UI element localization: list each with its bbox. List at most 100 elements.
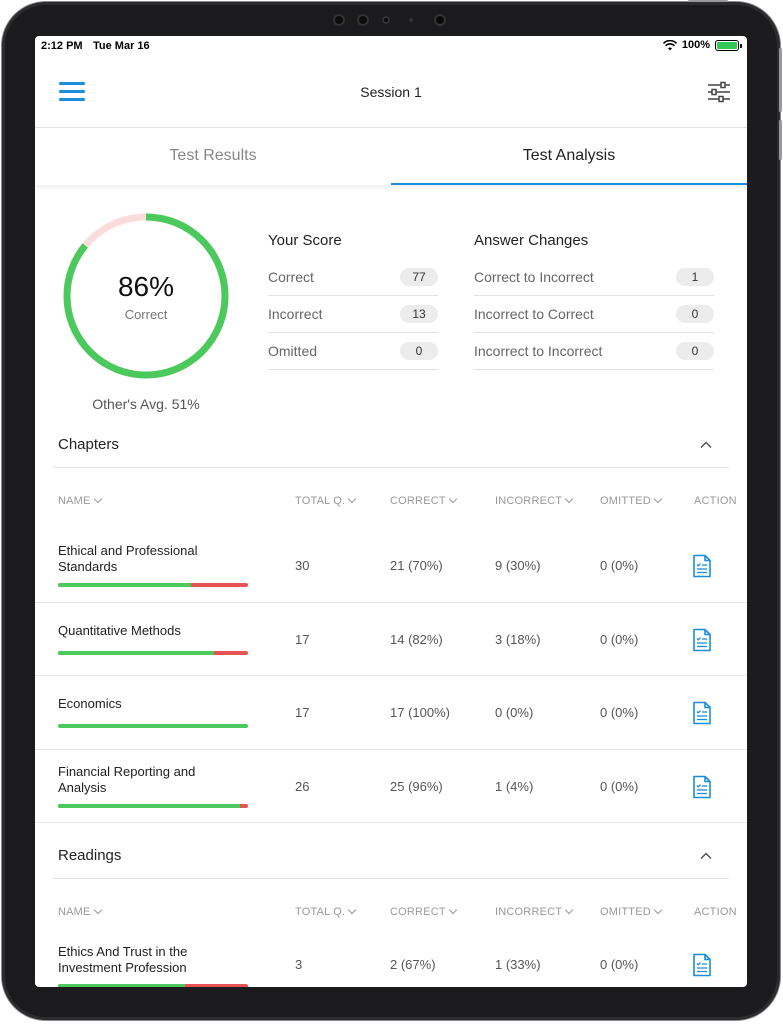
chevron-down-icon [448,494,458,504]
battery-icon [715,39,742,51]
chevron-down-icon [93,905,102,915]
table-row[interactable]: Economics 17 17 (100%) 0 (0%) 0 (0%) [35,676,747,750]
stat-row: Incorrect 13 [268,296,438,333]
chapters-section-header[interactable]: Chapters [53,428,729,468]
battery-percent: 100% [681,39,710,51]
document-icon[interactable] [692,554,712,578]
chapters-col-incorrect[interactable]: INCORRECT [495,494,574,507]
stat-value: 1 [676,268,714,286]
readings-col-omitted[interactable]: OMITTED [600,905,663,918]
cell-correct: 25 (96%) [390,779,443,794]
row-name: Economics [58,696,122,711]
camera-dot [434,14,446,26]
chevron-down-icon [93,494,102,504]
score-progress-bar [58,724,248,728]
row-name: Ethical and Professional Standards [58,543,198,574]
column-header-label: CORRECT [390,906,446,918]
menu-icon[interactable] [59,82,85,102]
cell-correct: 14 (82%) [390,632,443,647]
nav-bar: Session 1 [35,56,747,128]
top-button [688,0,728,2]
filter-sliders-icon[interactable] [707,80,731,104]
cell-total: 30 [295,558,310,573]
stat-label: Incorrect [268,306,323,322]
tab-test-results[interactable]: Test Results [169,147,257,164]
cell-correct: 17 (100%) [390,705,450,720]
readings-col-correct[interactable]: CORRECT [390,905,458,918]
camera-dot [357,14,369,26]
chapters-col-correct[interactable]: CORRECT [390,494,458,507]
progress-correct-fill [58,651,214,655]
row-name: Financial Reporting and Analysis [58,764,196,795]
chevron-down-icon [348,494,357,504]
readings-section-header[interactable]: Readings [53,839,729,879]
column-header-label: NAME [58,495,91,507]
stat-row: Correct to Incorrect 1 [474,259,714,296]
document-icon[interactable] [692,953,712,977]
stat-value: 13 [400,305,438,323]
cell-omitted: 0 (0%) [600,632,639,647]
score-progress-bar [58,804,248,808]
stat-row: Incorrect to Incorrect 0 [474,333,714,370]
readings-col-total[interactable]: TOTAL Q. [295,905,357,918]
volume-down-button [779,120,782,160]
status-bar: 2:12 PM Tue Mar 16 100% [35,36,747,56]
status-right: 100% [662,39,742,51]
progress-correct-fill [58,724,248,728]
tab-test-analysis[interactable]: Test Analysis [391,129,747,185]
stat-value: 0 [676,342,714,360]
column-header-label: NAME [58,906,91,918]
cell-omitted: 0 (0%) [600,705,639,720]
table-row[interactable]: Ethical and Professional Standards 30 21 (… [35,529,747,603]
chevron-down-icon [564,905,574,915]
cell-omitted: 0 (0%) [600,779,639,794]
chevron-up-icon[interactable] [699,438,713,452]
volume-up-button [779,48,782,112]
stat-row: Correct 77 [268,259,438,296]
document-icon[interactable] [692,701,712,725]
column-header-label: ACTION [694,906,737,918]
wifi-icon [662,39,677,50]
score-progress-bar [58,651,248,655]
table-row[interactable]: Ethics And Trust in the Investment Profe… [35,930,747,987]
stat-label: Correct to Incorrect [474,269,594,285]
column-header-label: TOTAL Q. [295,906,346,918]
camera-lens [382,16,390,24]
column-header-label: INCORRECT [495,906,563,918]
cell-incorrect: 0 (0%) [495,705,534,720]
stat-value: 0 [676,305,714,323]
stat-label: Incorrect to Incorrect [474,343,603,359]
cell-correct: 2 (67%) [390,957,436,972]
cell-total: 3 [295,957,303,972]
cell-total: 17 [295,705,310,720]
cell-omitted: 0 (0%) [600,558,639,573]
chapters-col-name[interactable]: NAME [58,494,102,507]
readings-col-name[interactable]: NAME [58,905,102,918]
document-icon[interactable] [692,775,712,799]
stat-label: Incorrect to Correct [474,306,594,322]
answer-changes-title: Answer Changes [474,232,589,249]
chevron-down-icon [653,905,663,915]
chevron-up-icon[interactable] [699,849,713,863]
cell-incorrect: 1 (4%) [495,779,534,794]
table-row[interactable]: Financial Reporting and Analysis 26 25 (96… [35,750,747,823]
others-average: Other's Avg. 51% [92,396,200,412]
chapters-col-omitted[interactable]: OMITTED [600,494,663,507]
chapters-col-total[interactable]: TOTAL Q. [295,494,357,507]
cell-correct: 21 (70%) [390,558,443,573]
progress-correct-fill [58,984,186,987]
readings-col-incorrect[interactable]: INCORRECT [495,905,574,918]
stat-value: 77 [400,268,438,286]
document-icon[interactable] [692,628,712,652]
column-header-label: OMITTED [600,495,651,507]
row-name: Quantitative Methods [58,623,181,638]
your-score-title: Your Score [268,232,342,249]
status-time: 2:12 PM [41,40,83,52]
score-progress-bar [58,984,248,987]
table-row[interactable]: Quantitative Methods 17 14 (82%) 3 (18%) 0 (… [35,603,747,676]
camera-dot [333,14,345,26]
cell-incorrect: 3 (18%) [495,632,541,647]
donut-correct-arc [63,213,229,379]
cell-total: 26 [295,779,310,794]
stat-value: 0 [400,342,438,360]
